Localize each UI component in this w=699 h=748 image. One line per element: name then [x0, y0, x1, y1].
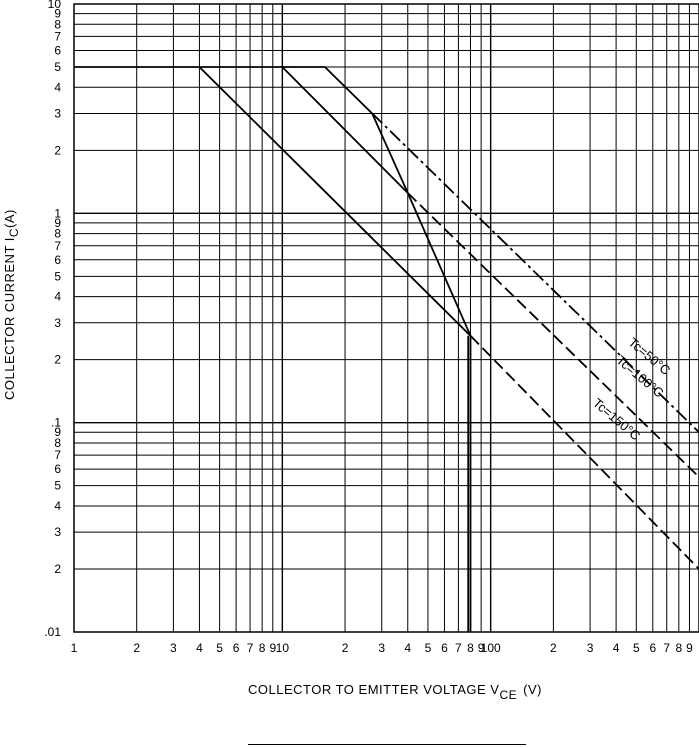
x-tick-label: 9 [269, 641, 276, 655]
x-axis-label-sub: CE [499, 688, 517, 702]
curve-label-tc150: Tc=150°C [590, 395, 643, 443]
x-tick-label: 2 [550, 641, 557, 655]
y-tick-label: 5 [54, 479, 61, 493]
y-axis-label-unit: (A) [2, 209, 17, 228]
y-tick-label: 2 [54, 143, 61, 157]
series-Tc=50°C [74, 66, 699, 433]
x-axis-label: COLLECTOR TO EMITTER VOLTAGE VCE (V) [248, 682, 542, 702]
series-line-segment [281, 66, 409, 194]
y-tick-label: 3 [54, 525, 61, 539]
y-tick-label: 7 [54, 29, 61, 43]
x-tick-label: 3 [378, 641, 385, 655]
y-tick-label: 5 [54, 60, 61, 74]
curve-labels: Tc=50°CTc=100°CTc=150°C [590, 335, 673, 444]
y-tick-label: 4 [54, 290, 61, 304]
y-axis-label: COLLECTOR CURRENT IC(A) [2, 209, 21, 400]
y-tick-label: .01 [44, 625, 61, 639]
x-tick-label: 4 [404, 641, 411, 655]
series-line-segment [74, 66, 373, 115]
x-tick-label: 3 [587, 641, 594, 655]
x-axis-label-main: COLLECTOR TO EMITTER VOLTAGE V [248, 682, 499, 697]
x-tick-label: 5 [216, 641, 223, 655]
y-tick-label: 3 [54, 316, 61, 330]
y-tick-label: .1 [51, 416, 61, 430]
y-tick-label: 9 [54, 216, 61, 230]
plot-frame [73, 3, 699, 633]
x-tick-label: 9 [686, 641, 693, 655]
x-tick-label: 100 [481, 641, 501, 655]
y-tick-label: 10 [48, 0, 62, 11]
x-tick-label: 9 [478, 641, 485, 655]
x-tick-label: 2 [133, 641, 140, 655]
y-tick-label: 9 [54, 7, 61, 21]
x-tick-label: 4 [613, 641, 620, 655]
grid [73, 3, 699, 633]
series-lines [74, 66, 699, 632]
x-tick-label: 8 [259, 641, 266, 655]
y-tick-label: 7 [54, 239, 61, 253]
x-tick-label: 7 [663, 641, 670, 655]
x-tick-label: 4 [196, 641, 203, 655]
x-tick-label: 1 [71, 641, 78, 655]
y-tick-label: 3 [54, 106, 61, 120]
y-tick-label: 4 [54, 80, 61, 94]
y-tick-label: 4 [54, 499, 61, 513]
x-tick-label: 6 [649, 641, 656, 655]
y-axis-label-sub: C [7, 228, 21, 237]
y-tick-label: 6 [54, 253, 61, 267]
y-tick-label: 2 [54, 353, 61, 367]
x-tick-label: 6 [233, 641, 240, 655]
x-tick-label: 5 [425, 641, 432, 655]
series-line-segment [371, 113, 472, 632]
x-axis-label-unit: (V) [523, 682, 542, 697]
series-line-segment [198, 66, 472, 337]
x-tick-label: 10 [276, 641, 290, 655]
x-tick-label: 3 [170, 641, 177, 655]
y-tick-label: 6 [54, 462, 61, 476]
y-tick-label: 9 [54, 425, 61, 439]
bottom-rule [248, 744, 526, 745]
x-tick-label: 7 [247, 641, 254, 655]
series-line-segment [469, 335, 699, 570]
x-tick-label: 8 [675, 641, 682, 655]
x-tick-label: 7 [455, 641, 462, 655]
x-tick-label: 5 [633, 641, 640, 655]
y-tick-label: 2 [54, 562, 61, 576]
y-tick-label: 1 [54, 206, 61, 220]
series-Tc=100°C [281, 66, 699, 478]
y-tick-label: 8 [54, 436, 61, 450]
y-axis-label-main: COLLECTOR CURRENT I [2, 237, 17, 400]
x-tick-label: 8 [467, 641, 474, 655]
y-tick-label: 6 [54, 43, 61, 57]
series-3 [371, 113, 472, 632]
y-tick-label: 8 [54, 227, 61, 241]
series-line-segment [371, 112, 699, 433]
y-tick-label: 5 [54, 269, 61, 283]
x-tick-label: 6 [441, 641, 448, 655]
series-Tc=150°C [198, 66, 699, 570]
y-tick-label: 7 [54, 448, 61, 462]
y-tick-label: 8 [54, 17, 61, 31]
x-tick-label: 2 [342, 641, 349, 655]
